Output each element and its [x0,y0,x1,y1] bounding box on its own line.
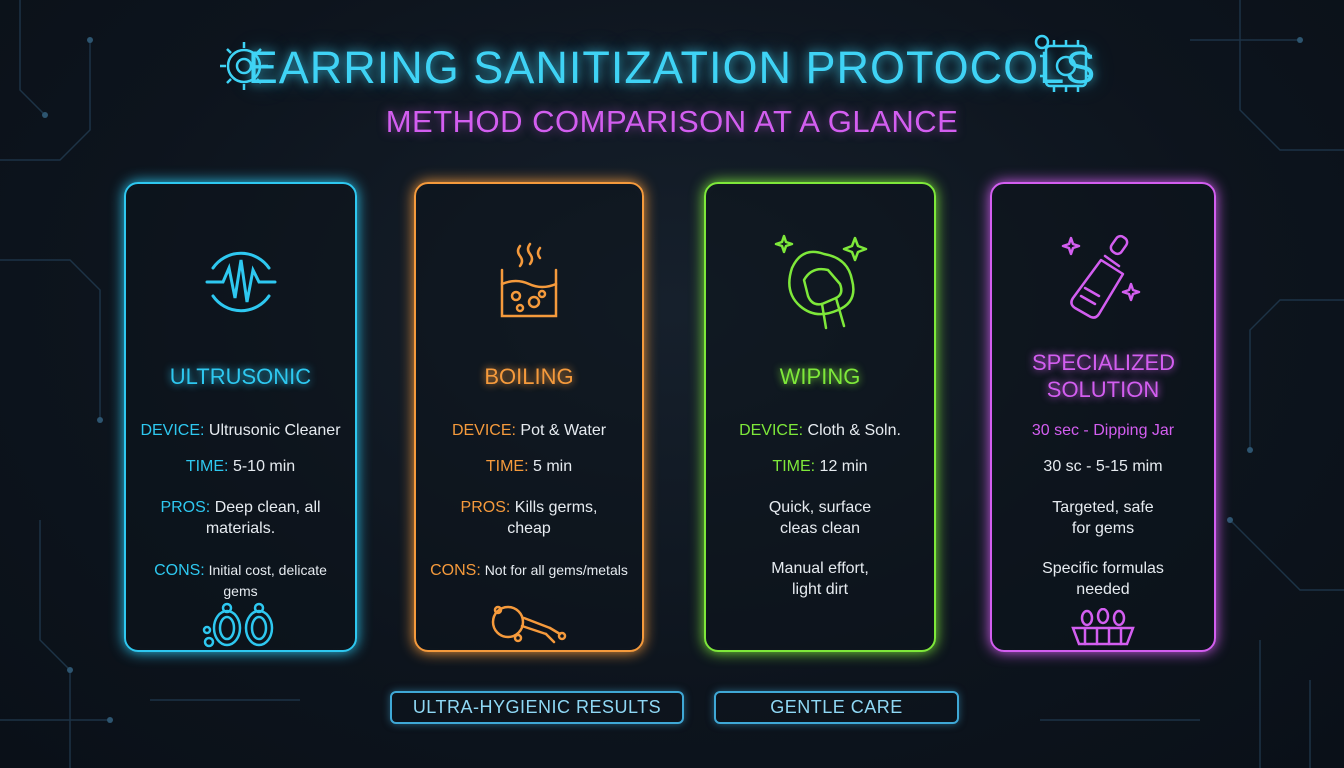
card-title: WIPING [779,364,861,389]
card-title: ULTRUSONIC [169,364,312,389]
pros-label: PROS: [160,499,211,516]
pros-row: PROS: Deep clean, all materials. [126,497,355,539]
time-row: TIME: 12 min [706,456,934,477]
time-label: TIME: [772,458,816,475]
cons-row: CONS: Initial cost, delicate gems [126,560,355,602]
hoop-earrings-icon [202,602,273,648]
device-value: 30 sec - Dipping Jar [1031,422,1175,439]
cons-value: Not for all gems/metals [484,562,628,578]
cons-label: CONS: [430,562,481,579]
time-row: TIME: 5-10 min [126,456,355,477]
device-row: 30 sec - Dipping Jar [992,420,1214,441]
device-label: DEVICE: [140,422,205,439]
pros-row: Targeted, safe for gems [992,497,1214,539]
gentle-care-badge: GENTLE CARE [714,691,959,724]
chip-gear-icon [1034,34,1092,92]
card-title: BOILING [484,364,574,389]
time-label: TIME: [485,458,529,475]
cons-label: CONS: [154,562,205,579]
page-title: EARRING SANITIZATION PROTOCOLS [247,42,1097,93]
boiling-card: BOILING DEVICE: Pot & Water TIME: 5 min … [414,182,644,652]
pros-row: Quick, surface cleas clean [706,497,934,539]
ultrasonic-card: ULTRUSONIC DEVICE: Ultrusonic Cleaner TI… [124,182,357,652]
device-label: DEVICE: [451,422,516,439]
device-value: Cloth & Soln. [807,422,901,439]
time-row: TIME: 5 min [416,456,642,477]
time-row: 30 sc - 5-15 mim [992,456,1214,477]
ultrasonic-wave-icon [205,251,276,313]
tongs-icon [491,605,567,644]
hand-cloth-icon [774,234,868,330]
cons-row: Manual effort, light dirt [706,558,934,600]
ultra-hygienic-badge: ULTRA-HYGIENIC RESULTS [390,691,684,724]
gear-icon [220,42,268,90]
time-label: TIME: [185,458,229,475]
device-row: DEVICE: Pot & Water [416,420,642,441]
pros-row: PROS: Kills germs, cheap [416,497,642,539]
device-row: DEVICE: Cloth & Soln. [706,420,934,441]
pros-value: Kills germs, cheap [507,499,598,537]
cons-value: Specific formulas needed [1042,560,1164,598]
time-value: 30 sc - 5-15 mim [1043,458,1163,475]
pros-value: Targeted, safe for gems [1052,499,1154,537]
specialized-card: SPECIALIZED SOLUTION 30 sec - Dipping Ja… [990,182,1216,652]
pros-label: PROS: [460,499,511,516]
pros-value: Quick, surface cleas clean [768,499,872,537]
cons-value: Manual effort, light dirt [771,560,869,598]
device-label: DEVICE: [739,422,804,439]
cons-value: Initial cost, delicate gems [208,562,327,599]
page-subtitle: METHOD COMPARISON AT A GLANCE [385,104,959,139]
dropper-bottle-icon [1061,234,1141,319]
device-value: Ultrusonic Cleaner [208,422,341,439]
card-title: SPECIALIZED SOLUTION [1032,350,1176,402]
cons-row: Specific formulas needed [992,558,1214,600]
boiling-pot-icon [500,242,558,318]
device-value: Pot & Water [520,422,607,439]
wiping-card: WIPING DEVICE: Cloth & Soln. TIME: 12 mi… [704,182,936,652]
pros-value: Deep clean, all materials. [205,499,321,537]
device-row: DEVICE: Ultrusonic Cleaner [126,420,355,441]
jewelry-basket-icon [1071,608,1135,646]
time-value: 5-10 min [232,458,296,475]
time-value: 5 min [533,458,573,475]
cons-row: CONS: Not for all gems/metals [416,560,642,581]
time-value: 12 min [819,458,868,475]
